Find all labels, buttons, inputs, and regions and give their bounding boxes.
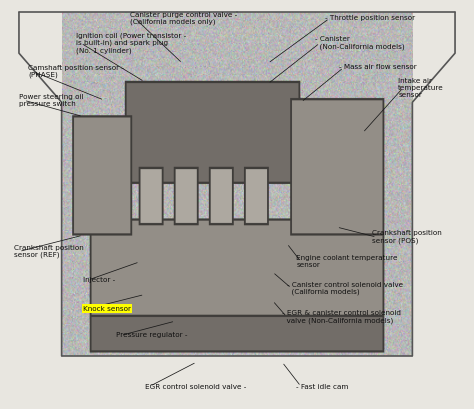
Text: Crankshaft position
sensor (REF): Crankshaft position sensor (REF)	[14, 245, 84, 258]
Text: - Canister
  (Non-California models): - Canister (Non-California models)	[315, 36, 405, 50]
Text: - EGR & canister control solenoid
  valve (Non-California models): - EGR & canister control solenoid valve …	[282, 310, 401, 324]
Text: - Canister control solenoid valve
  (California models): - Canister control solenoid valve (Calif…	[287, 281, 403, 295]
Text: Injector -: Injector -	[83, 277, 115, 283]
Text: Camshaft position sensor -
(PHASE): Camshaft position sensor - (PHASE)	[28, 65, 125, 79]
Text: - Mass air flow sensor: - Mass air flow sensor	[339, 65, 417, 70]
Text: Crankshaft position
sensor (POS): Crankshaft position sensor (POS)	[372, 230, 442, 244]
Text: EGR control solenoid valve -: EGR control solenoid valve -	[145, 384, 246, 389]
Text: - Throttle position sensor: - Throttle position sensor	[325, 16, 415, 21]
Text: Pressure regulator -: Pressure regulator -	[116, 333, 188, 338]
Text: Power steering oil
pressure switch: Power steering oil pressure switch	[19, 94, 83, 107]
Text: Intake air
temperature
sensor: Intake air temperature sensor	[398, 78, 444, 98]
Text: Ignition coil (Power transistor -
is built-in) and spark plug
(No. 1 cylinder): Ignition coil (Power transistor - is bui…	[76, 32, 186, 54]
Text: Knock sensor: Knock sensor	[83, 306, 131, 312]
Text: - Fast idle cam: - Fast idle cam	[296, 384, 348, 389]
Text: Canister purge control valve -
(California models only): Canister purge control valve - (Californ…	[130, 11, 237, 25]
Text: Engine coolant temperature
sensor: Engine coolant temperature sensor	[296, 255, 398, 268]
